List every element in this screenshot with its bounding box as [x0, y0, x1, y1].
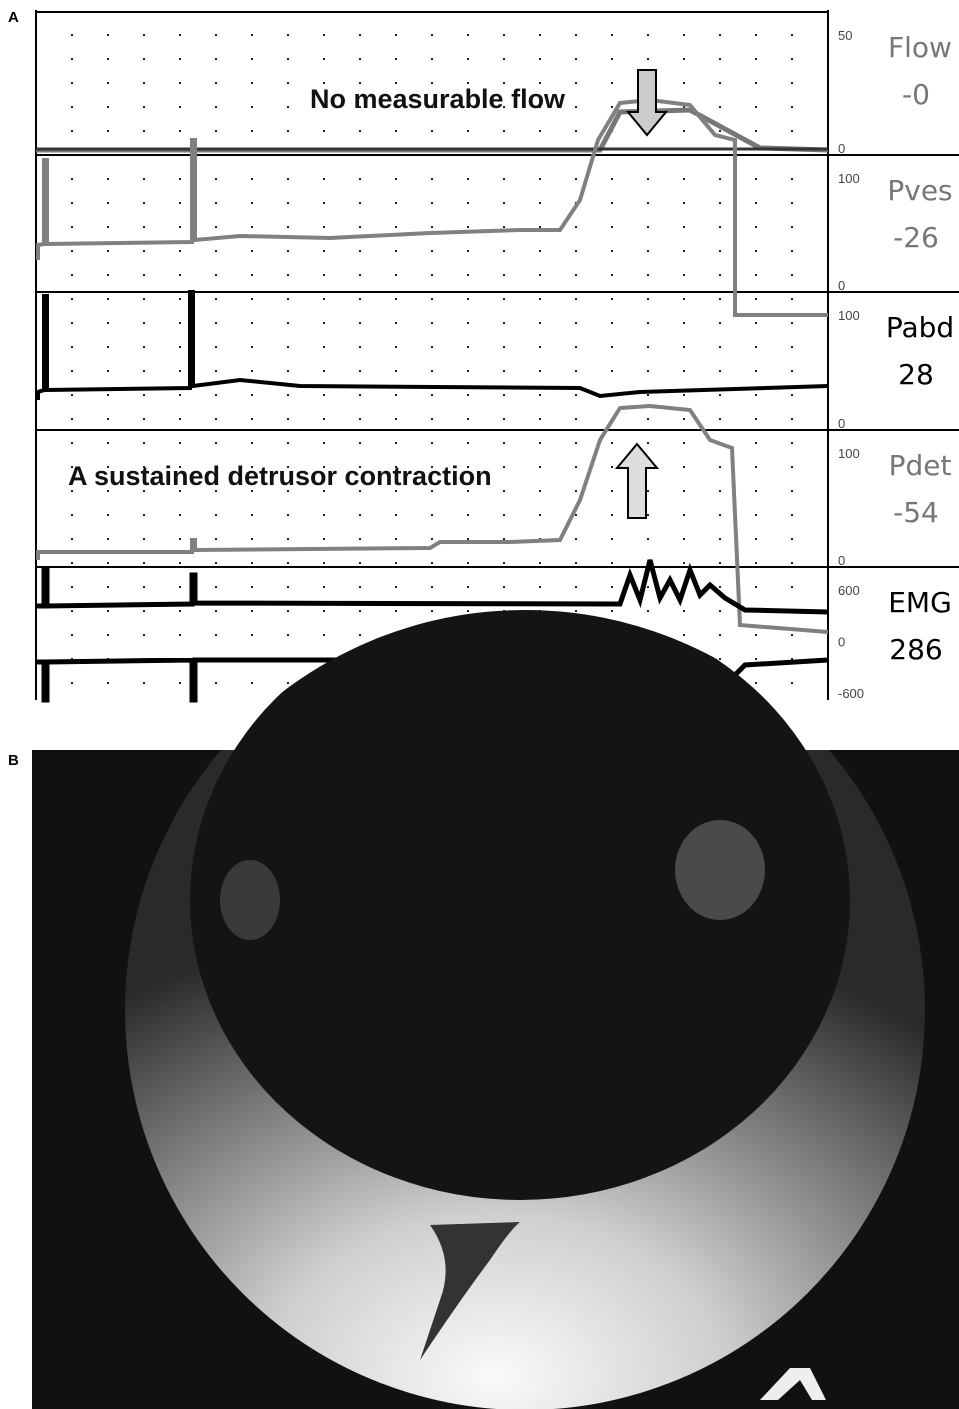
scale-label: 0 — [838, 416, 845, 431]
pdet-trace — [36, 403, 829, 634]
annotation: A sustained detrusor contraction — [68, 461, 492, 491]
fluoroscopy-field — [125, 610, 925, 1409]
scale-label: 0 — [838, 553, 845, 568]
channel-labels: Flow -0 50 0 Pves -26 100 0 Pabd 28 100 0 Pdet -54 100… — [838, 28, 954, 701]
channel-name: Pabd — [886, 311, 954, 344]
panel-label: A — [8, 9, 19, 26]
pves-trace — [36, 97, 828, 317]
annotation: No measurable flow — [310, 84, 566, 114]
channel-reading: 286 — [889, 633, 942, 666]
emg-trace-upper — [36, 559, 829, 615]
shadow — [220, 860, 280, 940]
scale-label: 0 — [838, 635, 845, 650]
scale-label: -600 — [838, 686, 864, 701]
scale-label: 50 — [838, 28, 852, 43]
grid — [36, 12, 828, 700]
channel-reading: 28 — [898, 358, 934, 391]
pabd-trace — [36, 290, 829, 400]
up-arrow — [614, 442, 660, 519]
scale-label: 600 — [838, 583, 860, 598]
channel-reading: -26 — [893, 221, 939, 254]
scale-label: 0 — [838, 278, 845, 293]
panel-label: B — [8, 752, 19, 769]
channel-name: Pves — [887, 174, 952, 207]
scale-label: 100 — [838, 171, 860, 186]
scale-label: 0 — [838, 141, 845, 156]
down-arrow — [625, 69, 669, 137]
marker — [760, 1368, 826, 1400]
channel-name: EMG — [888, 586, 952, 619]
channel-name: Flow — [888, 31, 952, 64]
shadow — [675, 820, 765, 920]
scale-label: 100 — [838, 308, 860, 323]
channel-reading: -0 — [902, 78, 930, 111]
channel-name: Pdet — [889, 449, 952, 482]
scale-label: 100 — [838, 446, 860, 461]
channel-reading: -54 — [893, 496, 939, 529]
